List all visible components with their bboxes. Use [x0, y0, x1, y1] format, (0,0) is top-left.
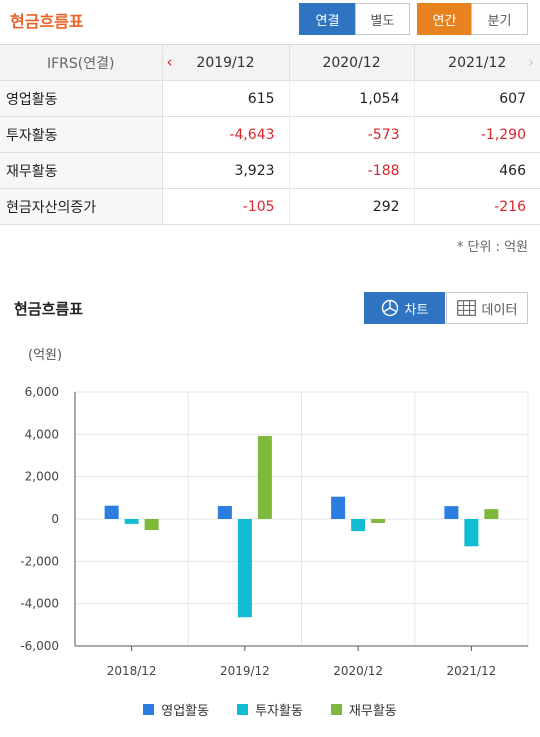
table-row: 재무활동 3,923 -188 466 — [0, 152, 540, 189]
chart-view-button[interactable]: 차트 — [364, 292, 445, 324]
bar — [257, 435, 272, 519]
annual-button[interactable]: 연간 — [417, 3, 472, 35]
table-cell: 3,923 — [161, 152, 290, 189]
cashflow-table: IFRS(연결) ‹ 2019/12 2020/12 2021/12 › 영업활… — [0, 44, 540, 225]
legend-item: 영업활동 — [143, 700, 209, 719]
bar — [484, 509, 499, 519]
period-header: 2020/12 — [288, 44, 415, 81]
table-cell: 466 — [413, 152, 540, 189]
legend-label: 투자활동 — [255, 704, 303, 719]
bar — [104, 505, 119, 519]
consolidated-button[interactable]: 연결 — [299, 3, 356, 35]
chart-title: 현금흐름표 — [14, 300, 84, 318]
legend: 영업활동 투자활동 재무활동 — [0, 700, 540, 719]
chart-view-label: 차트 — [404, 302, 429, 318]
chevron-right-icon[interactable]: › — [528, 53, 534, 71]
table-row: 투자활동 -4,643 -573 -1,290 — [0, 116, 540, 153]
y-tick-label: 6,000 — [25, 385, 59, 399]
bar — [237, 519, 252, 618]
bar — [371, 519, 386, 523]
y-tick-label: 4,000 — [25, 427, 59, 441]
table-cell: -188 — [288, 152, 415, 189]
header: 현금흐름표 연결 별도 연간 분기 — [0, 0, 540, 40]
y-tick-label: -6,000 — [20, 639, 59, 653]
legend-label: 재무활동 — [348, 704, 397, 719]
bar — [444, 506, 459, 519]
legend-label: 영업활동 — [161, 704, 210, 719]
bar — [464, 519, 479, 547]
quarterly-button[interactable]: 분기 — [471, 3, 528, 35]
unit-note: * 단위 : 억원 — [456, 240, 528, 255]
page-title: 현금흐름표 — [10, 12, 84, 31]
table-icon — [456, 300, 476, 316]
table-cell: -4,643 — [161, 116, 290, 153]
y-tick-label: -2,000 — [20, 554, 59, 568]
legend-swatch — [237, 704, 249, 715]
row-label: 재무활동 — [0, 152, 163, 189]
legend-swatch — [143, 704, 155, 715]
bar — [331, 496, 346, 519]
table-cell: 607 — [413, 80, 540, 117]
row-label: 현금자산의증가 — [0, 188, 163, 225]
bar — [351, 519, 366, 532]
table-header-row: IFRS(연결) ‹ 2019/12 2020/12 2021/12 › — [0, 44, 540, 81]
pie-chart-icon — [381, 299, 398, 317]
legend-item: 투자활동 — [237, 700, 303, 719]
bar — [124, 519, 139, 524]
bar — [144, 519, 159, 531]
y-tick-label: 2,000 — [25, 470, 59, 484]
table-corner: IFRS(연결) — [0, 44, 162, 81]
data-view-button[interactable]: 데이터 — [446, 292, 528, 324]
table-row: 영업활동 615 1,054 607 — [0, 80, 540, 117]
table-cell: -573 — [288, 116, 415, 153]
data-view-label: 데이터 — [481, 302, 518, 318]
legend-item: 재무활동 — [330, 700, 397, 719]
x-tick-label: 2018/12 — [107, 664, 157, 678]
y-tick-label: 0 — [51, 512, 59, 526]
row-label: 투자활동 — [0, 116, 163, 153]
table-cell: -216 — [413, 188, 540, 225]
cashflow-bar-chart: 6,000 4,000 2,000 0 -2,000 -4,000 -6,000 2018/1… — [20, 385, 529, 678]
table-cell: -105 — [161, 188, 290, 225]
x-tick-label: 2021/12 — [446, 664, 496, 678]
period-header: 2021/12 › — [413, 44, 540, 81]
chevron-left-icon[interactable]: ‹ — [166, 53, 173, 71]
table-cell: 292 — [288, 188, 415, 225]
x-tick-label: 2019/12 — [220, 664, 270, 678]
x-tick-label: 2020/12 — [333, 664, 383, 678]
row-label: 영업활동 — [0, 80, 163, 117]
y-axis-unit: (억원) — [28, 348, 63, 363]
bar — [217, 505, 232, 519]
separate-button[interactable]: 별도 — [355, 3, 410, 35]
y-tick-label: -4,000 — [20, 597, 59, 611]
period-header: ‹ 2019/12 — [161, 44, 290, 81]
table-row: 현금자산의증가 -105 292 -216 — [0, 188, 540, 225]
legend-swatch — [330, 704, 342, 715]
table-cell: 1,054 — [288, 80, 415, 117]
table-cell: -1,290 — [413, 116, 540, 153]
table-cell: 615 — [161, 80, 290, 117]
